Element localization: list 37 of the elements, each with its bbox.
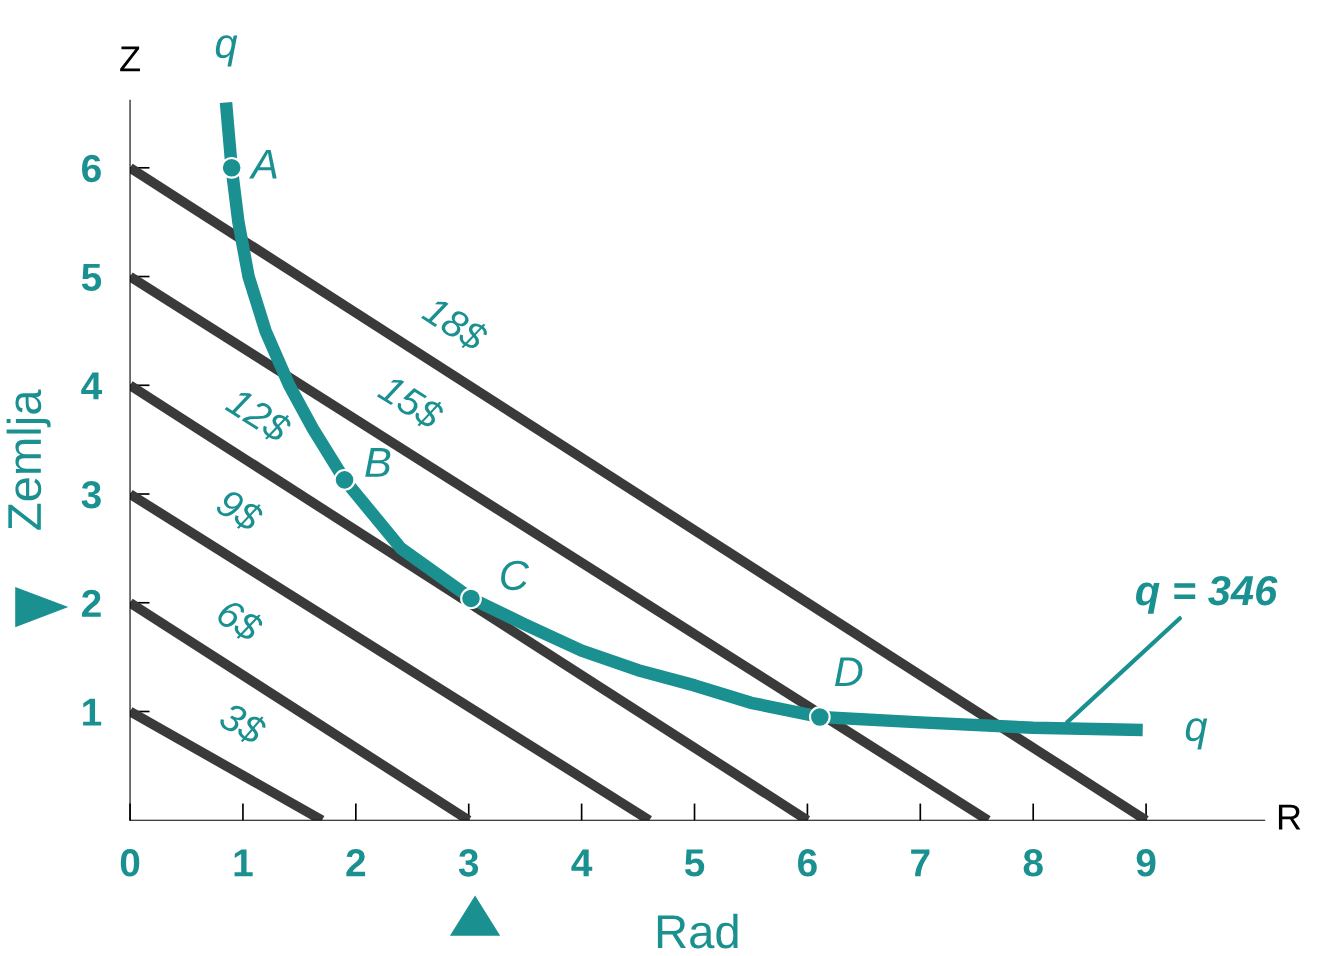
y-tick-label: 5 <box>81 263 102 292</box>
annotation: q <box>215 35 238 67</box>
point <box>808 706 831 728</box>
x-tick-label: 9 <box>1136 849 1156 877</box>
x-tick-label: 4 <box>571 849 593 877</box>
x-tick-label: 6 <box>798 849 817 877</box>
text: 6$ <box>214 596 267 646</box>
y-tick-label: 3 <box>81 480 101 509</box>
text: 3$ <box>216 699 270 749</box>
annotation: A <box>249 149 277 179</box>
annotation: C <box>501 560 530 591</box>
annotation: D <box>835 657 863 687</box>
annotation: q = 346 <box>1136 575 1278 614</box>
text: 15$ <box>375 371 447 433</box>
annotation: q <box>1185 718 1208 750</box>
y-tick-label: 4 <box>81 372 103 400</box>
text: 18$ <box>419 293 491 355</box>
y-axis-title: Zemlja <box>6 389 51 530</box>
annotation: B <box>365 448 391 477</box>
y-tick-label: 2 <box>81 589 101 617</box>
point <box>220 156 243 179</box>
y-tick-label: 1 <box>83 698 102 726</box>
text: R <box>1278 804 1301 830</box>
y-tick-label: 6 <box>82 154 101 183</box>
x-tick-label: 2 <box>346 849 366 877</box>
point <box>460 587 482 610</box>
x-tick-label: 5 <box>684 849 705 877</box>
point <box>333 469 356 491</box>
x-tick-label: 3 <box>458 849 479 877</box>
x-tick-label: 8 <box>1023 849 1043 877</box>
x-tick-label: 1 <box>234 849 253 877</box>
text: 9$ <box>213 486 267 536</box>
x-tick-label: 7 <box>911 849 930 877</box>
text: Z <box>120 46 140 72</box>
text: 12$ <box>223 384 295 447</box>
x-tick-label: 0 <box>120 849 140 877</box>
x-axis-title: Rad <box>657 913 738 949</box>
